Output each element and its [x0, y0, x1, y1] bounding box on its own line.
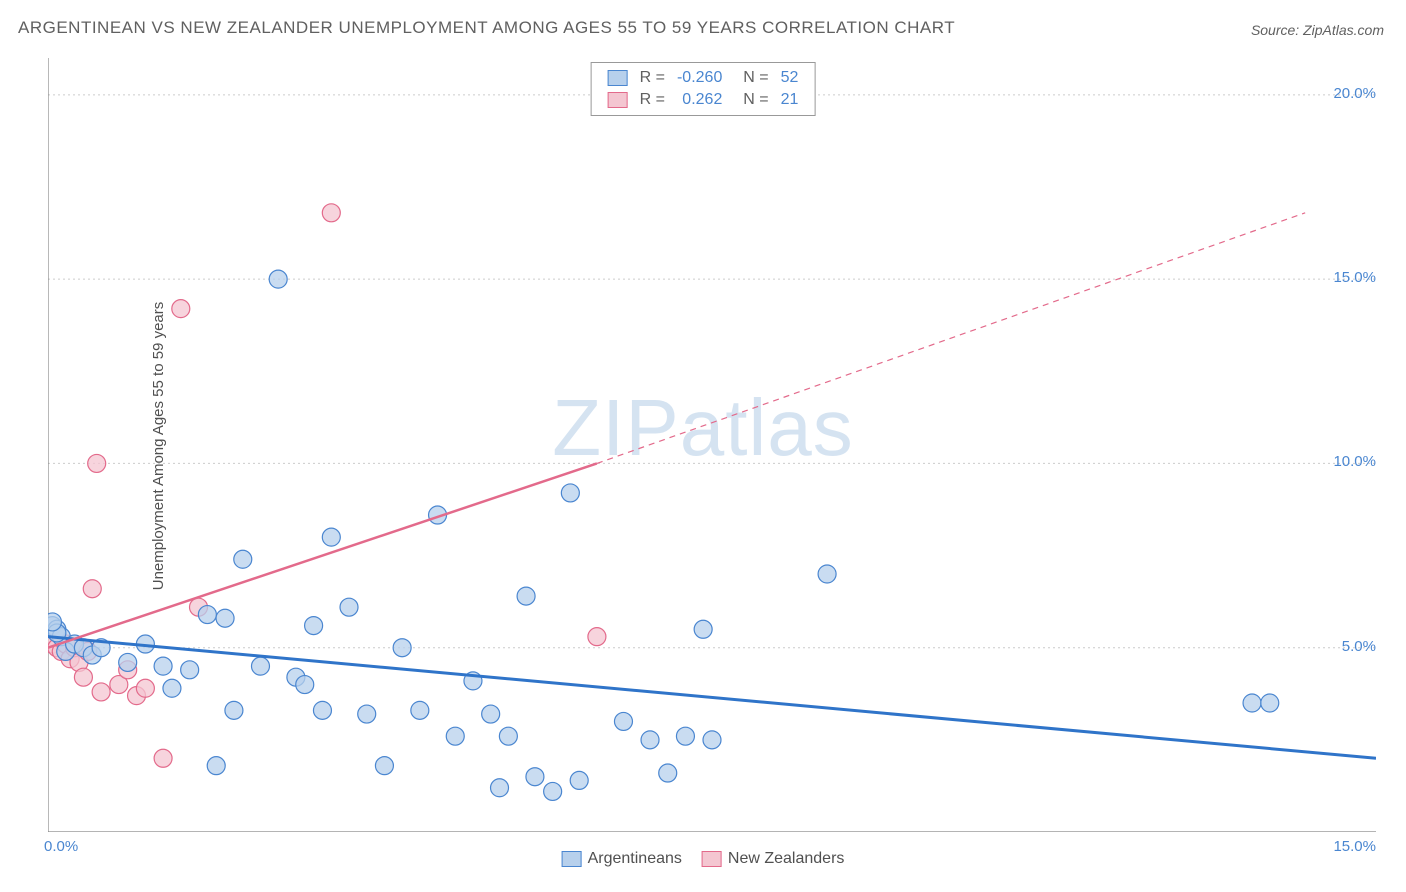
- legend-n-label: N =: [728, 89, 774, 111]
- chart-title: ARGENTINEAN VS NEW ZEALANDER UNEMPLOYMEN…: [18, 18, 955, 38]
- legend-label: Argentineans: [588, 850, 682, 868]
- legend-n-label: N =: [728, 67, 774, 89]
- x-tick-label: 0.0%: [44, 838, 78, 855]
- legend-item-newzealanders: New Zealanders: [702, 850, 845, 868]
- source-attribution: Source: ZipAtlas.com: [1251, 22, 1384, 38]
- legend-label: New Zealanders: [728, 850, 845, 868]
- swatch-argentineans: [562, 851, 582, 867]
- legend-r-value: -0.260: [671, 67, 728, 89]
- legend-n-value: 52: [775, 67, 805, 89]
- legend-row-argentineans: R = -0.260 N = 52: [602, 67, 805, 89]
- legend-r-value: 0.262: [671, 89, 728, 111]
- legend-row-newzealanders: R = 0.262 N = 21: [602, 89, 805, 111]
- y-tick-label: 20.0%: [1333, 85, 1376, 102]
- swatch-argentineans: [608, 70, 628, 86]
- scatter-plot-svg: [48, 58, 1376, 832]
- y-tick-label: 15.0%: [1333, 269, 1376, 286]
- legend-item-argentineans: Argentineans: [562, 850, 682, 868]
- y-tick-label: 10.0%: [1333, 453, 1376, 470]
- correlation-chart: ARGENTINEAN VS NEW ZEALANDER UNEMPLOYMEN…: [0, 0, 1406, 892]
- plot-area: [48, 58, 1376, 832]
- legend-r-label: R =: [634, 67, 671, 89]
- legend-r-label: R =: [634, 89, 671, 111]
- swatch-newzealanders: [608, 92, 628, 108]
- series-legend: Argentineans New Zealanders: [562, 850, 845, 868]
- y-tick-label: 5.0%: [1342, 638, 1376, 655]
- legend-n-value: 21: [775, 89, 805, 111]
- correlation-legend: R = -0.260 N = 52 R = 0.262 N = 21: [591, 62, 816, 116]
- x-tick-label: 15.0%: [1333, 838, 1376, 855]
- swatch-newzealanders: [702, 851, 722, 867]
